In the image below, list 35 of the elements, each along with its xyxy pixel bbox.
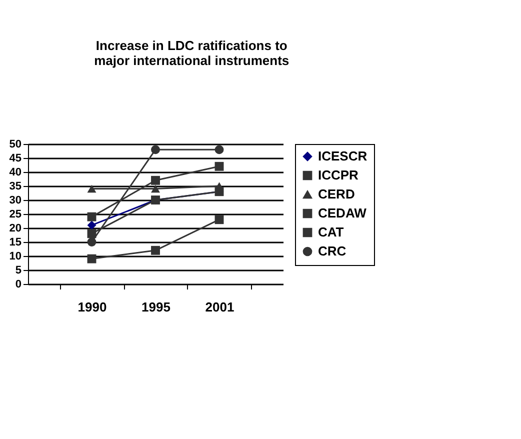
y-tick-label: 0 xyxy=(15,278,22,290)
point xyxy=(151,246,160,255)
y-tick-label: 10 xyxy=(9,250,22,262)
x-tick-label: 1990 xyxy=(78,300,107,314)
y-tick-label: 35 xyxy=(9,180,22,192)
point xyxy=(87,238,96,246)
chart-title: Increase in LDC ratifications to major international instruments xyxy=(94,38,290,68)
y-tick-label: 40 xyxy=(9,166,22,178)
y-tick-label: 15 xyxy=(9,236,22,248)
point xyxy=(151,184,160,193)
point xyxy=(87,220,96,230)
y-tick-label: 20 xyxy=(9,222,22,234)
point xyxy=(214,162,224,171)
x-tick-label: 1995 xyxy=(142,300,170,314)
point xyxy=(87,212,96,222)
point xyxy=(87,254,96,264)
x-tick-label: 2001 xyxy=(205,300,234,314)
point xyxy=(214,145,224,154)
point xyxy=(87,184,96,193)
point xyxy=(214,215,224,224)
legend-label: ICESCR xyxy=(318,148,368,164)
point xyxy=(151,176,160,185)
y-tick-label: 45 xyxy=(9,152,22,164)
y-tick-label: 50 xyxy=(9,138,22,150)
legend-label: CEDAW xyxy=(318,206,368,220)
point xyxy=(151,145,160,154)
legend-label: CRC xyxy=(318,244,347,258)
legend-label: CAT xyxy=(318,224,344,240)
y-tick-label: 25 xyxy=(9,208,22,220)
point xyxy=(87,229,96,238)
y-tick-label: 30 xyxy=(9,194,22,206)
legend-label: CERD xyxy=(318,186,355,202)
point xyxy=(214,182,224,190)
y-tick-label: 5 xyxy=(15,264,22,276)
legend-label: ICCPR xyxy=(318,168,360,182)
